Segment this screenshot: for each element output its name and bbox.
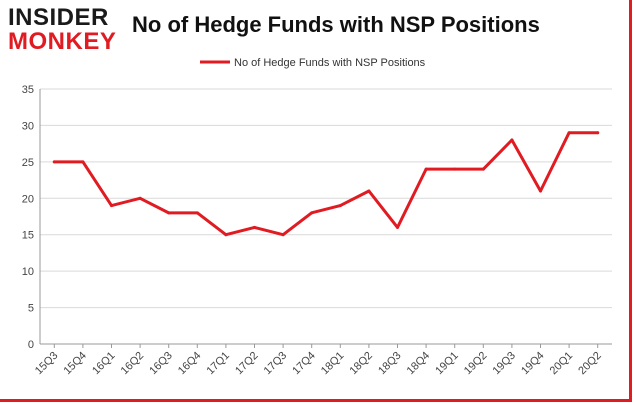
chart-title: No of Hedge Funds with NSP Positions	[132, 12, 540, 37]
x-tick-label: 18Q4	[405, 350, 433, 378]
x-tick-label: 20Q1	[548, 350, 576, 378]
x-tick-label: 15Q4	[61, 350, 89, 378]
y-tick-label: 20	[22, 193, 34, 205]
x-tick-label: 19Q3	[490, 350, 518, 378]
data-point	[367, 189, 371, 193]
data-point	[310, 211, 314, 215]
x-tick-label: 18Q2	[347, 350, 375, 378]
x-tick-label: 16Q4	[176, 350, 204, 378]
data-point	[138, 196, 142, 200]
data-point	[110, 204, 113, 208]
data-point	[253, 225, 256, 229]
x-tick-label: 17Q3	[262, 350, 290, 378]
data-point	[224, 233, 228, 237]
x-tick-label: 17Q4	[290, 350, 318, 378]
logo-text-top: INSIDER	[8, 4, 109, 31]
data-point	[338, 204, 342, 208]
y-tick-label: 10	[22, 266, 34, 278]
y-tick-label: 15	[22, 230, 34, 242]
data-point	[396, 225, 399, 229]
x-tick-label: 18Q1	[319, 350, 347, 378]
x-tick-label: 17Q1	[204, 350, 232, 378]
y-tick-label: 25	[22, 157, 34, 169]
data-point	[281, 233, 285, 237]
data-point	[453, 167, 457, 171]
logo-text-bottom: MONKEY	[8, 28, 117, 55]
data-point	[81, 160, 85, 164]
data-point	[52, 160, 56, 164]
x-tick-label: 19Q4	[519, 350, 547, 378]
x-tick-label: 16Q3	[147, 350, 175, 378]
data-point	[424, 167, 428, 171]
y-tick-label: 0	[28, 339, 34, 351]
data-point	[167, 211, 171, 215]
data-point	[567, 131, 571, 135]
series-line	[52, 131, 600, 237]
data-point	[195, 211, 199, 215]
x-tick-label: 16Q2	[119, 350, 147, 378]
y-tick-label: 35	[22, 84, 34, 96]
data-point	[510, 138, 514, 142]
data-point	[539, 189, 542, 193]
x-tick-label: 16Q1	[90, 350, 118, 378]
x-tick-label: 19Q2	[462, 350, 490, 378]
data-point	[596, 131, 600, 135]
legend-label: No of Hedge Funds with NSP Positions	[234, 57, 426, 69]
y-tick-label: 5	[28, 303, 34, 315]
x-tick-label: 19Q1	[433, 350, 461, 378]
x-tick-label: 15Q3	[33, 350, 61, 378]
x-tick-label: 18Q3	[376, 350, 404, 378]
data-point	[481, 167, 485, 171]
x-tick-label: 17Q2	[233, 350, 261, 378]
insider-monkey-logo: INSIDER MONKEY	[8, 4, 117, 55]
x-tick-label: 20Q2	[576, 350, 604, 378]
y-tick-label: 30	[22, 120, 34, 132]
